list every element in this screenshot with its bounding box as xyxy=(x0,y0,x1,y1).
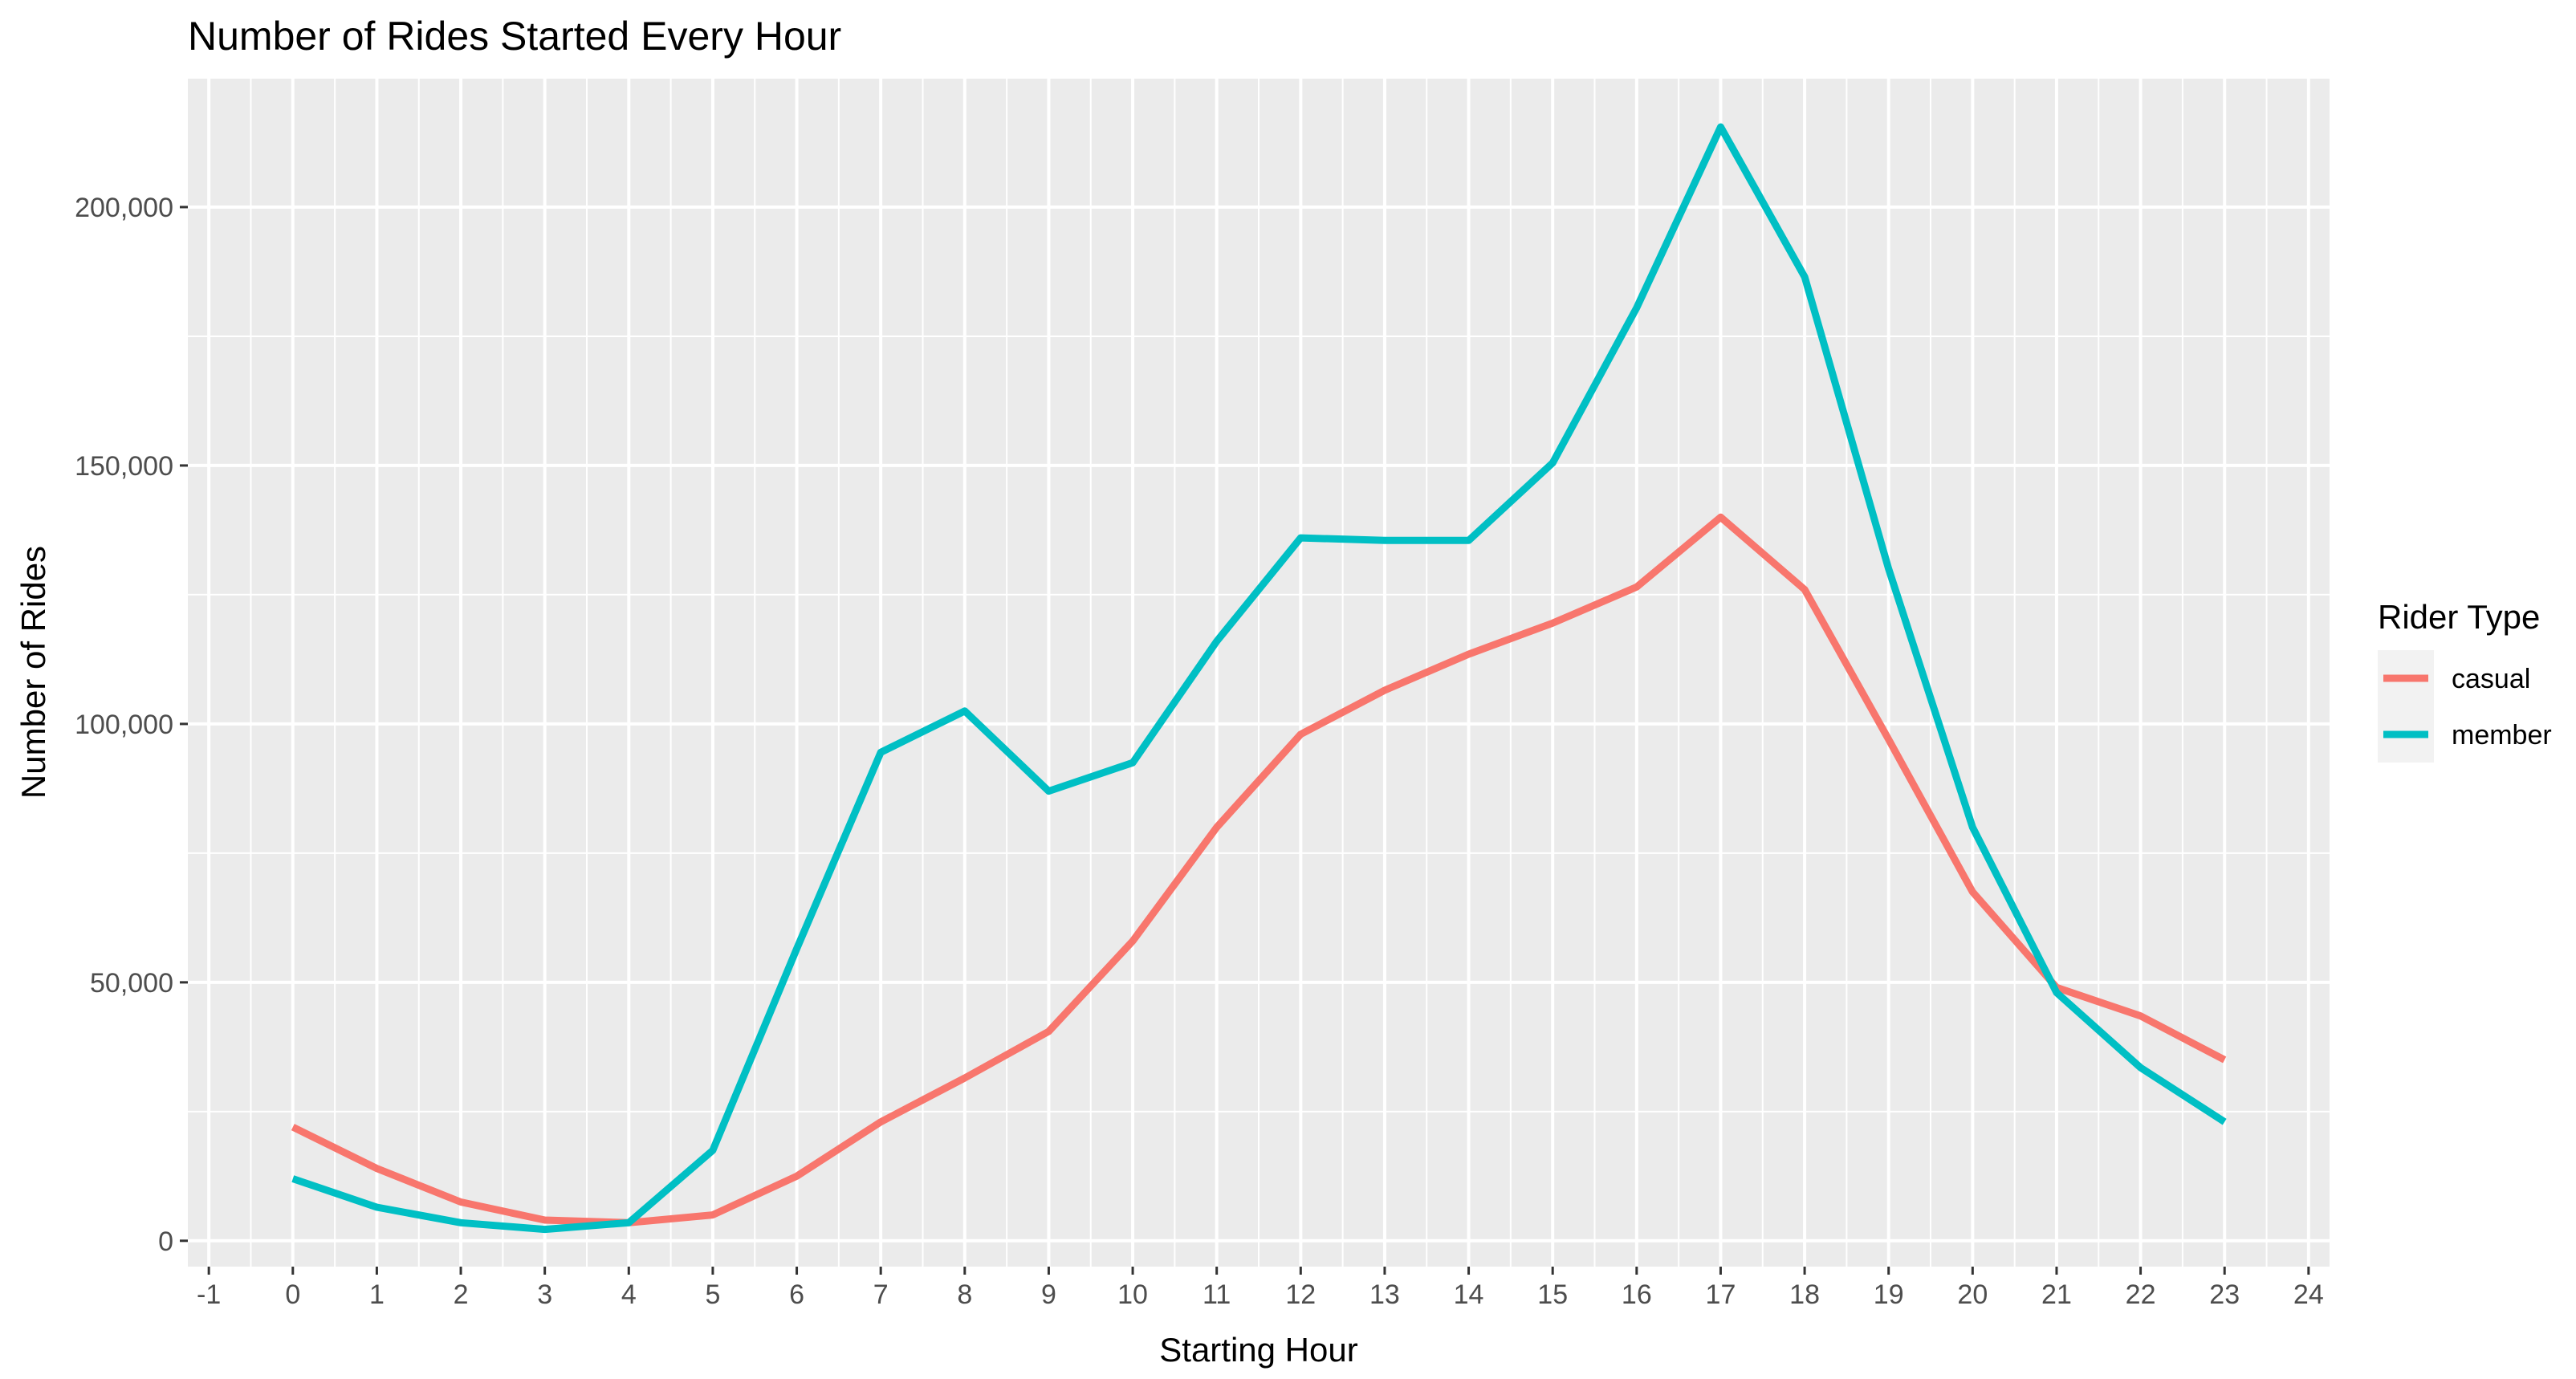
legend-title: Rider Type xyxy=(2378,598,2540,636)
series-lines xyxy=(291,123,2227,1234)
x-tick-label: 21 xyxy=(2041,1279,2072,1310)
x-tick-label: 4 xyxy=(621,1279,637,1310)
grid-major xyxy=(188,78,2330,1267)
y-axis-title: Number of Rides xyxy=(14,546,52,799)
x-tick-label: 15 xyxy=(1537,1279,1568,1310)
legend: Rider Type casual member xyxy=(2378,598,2552,763)
x-tick-label: 2 xyxy=(454,1279,469,1310)
y-tick-label: 0 xyxy=(158,1226,173,1257)
x-tick-label: 18 xyxy=(1789,1279,1820,1310)
x-tick-label: 17 xyxy=(1706,1279,1736,1310)
x-tick-label: 22 xyxy=(2126,1279,2156,1310)
y-tick-label: 200,000 xyxy=(75,193,173,223)
x-tick-label: 6 xyxy=(789,1279,804,1310)
x-tick-label: 13 xyxy=(1369,1279,1400,1310)
y-tick-label: 150,000 xyxy=(75,451,173,482)
legend-label-casual: casual xyxy=(2452,664,2530,694)
x-tick-label: 16 xyxy=(1622,1279,1652,1310)
x-tick-label: 8 xyxy=(957,1279,972,1310)
x-tick-label: 23 xyxy=(2209,1279,2240,1310)
x-tick-label: 20 xyxy=(1957,1279,1988,1310)
x-tick-label: 24 xyxy=(2293,1279,2324,1310)
x-tick-label: 7 xyxy=(873,1279,889,1310)
y-tick-label: 50,000 xyxy=(90,968,173,999)
x-tick-label: 1 xyxy=(369,1279,385,1310)
x-tick-label: 19 xyxy=(1874,1279,1904,1310)
legend-label-member: member xyxy=(2452,720,2552,751)
series-line-member xyxy=(291,123,2227,1234)
x-axis-title: Starting Hour xyxy=(1159,1331,1357,1369)
x-tick-label: 5 xyxy=(705,1279,720,1310)
x-tick-label: 9 xyxy=(1041,1279,1056,1310)
x-tick-label: 10 xyxy=(1117,1279,1148,1310)
x-tick-label: 14 xyxy=(1454,1279,1484,1310)
y-tick-label: 100,000 xyxy=(75,710,173,740)
chart-title: Number of Rides Started Every Hour xyxy=(188,14,841,59)
x-tick-label: 3 xyxy=(537,1279,552,1310)
y-axis: 0 50,000 100,000 150,000 200,000 xyxy=(75,193,188,1257)
x-tick-label: -1 xyxy=(197,1279,221,1310)
x-tick-label: 12 xyxy=(1285,1279,1316,1310)
x-tick-label: 0 xyxy=(285,1279,300,1310)
x-axis: -1 0 1 2 3 4 5 6 7 8 9 10 11 12 13 14 15 16 17 18 19 20 21 22 23… xyxy=(197,1267,2324,1310)
x-tick-label: 11 xyxy=(1203,1279,1231,1310)
